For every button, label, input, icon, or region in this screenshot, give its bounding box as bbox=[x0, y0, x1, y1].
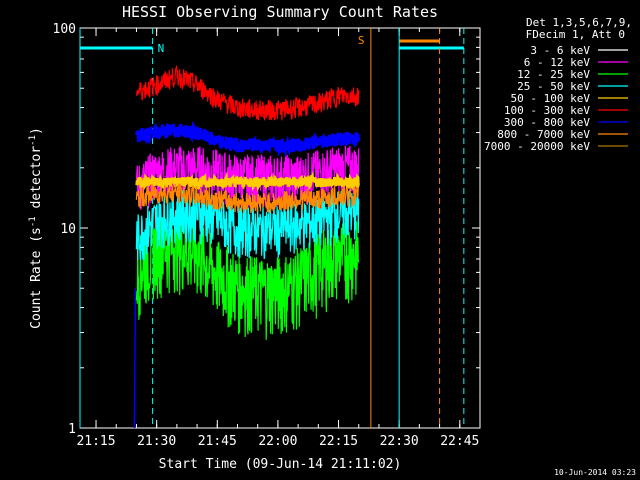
y-tick-labels: 1 10 100 bbox=[53, 22, 76, 437]
series-line-3 bbox=[135, 189, 360, 261]
series-line-6 bbox=[134, 120, 361, 158]
legend-item-label: 7000 - 20000 keV bbox=[484, 140, 590, 153]
rise-line bbox=[133, 288, 137, 429]
series-line-7 bbox=[135, 183, 360, 214]
y-tick-label: 1 bbox=[68, 422, 76, 437]
y-axis-label: Count Rate (s-1 detector-1) bbox=[28, 127, 44, 329]
x-tick-label: 22:45 bbox=[440, 434, 479, 449]
y-axis-label-sup1: -1 bbox=[28, 216, 38, 227]
night-flag-label: N bbox=[158, 42, 165, 55]
legend-item-label: 100 - 300 keV bbox=[504, 104, 590, 117]
legend-item-label: 3 - 6 keV bbox=[530, 44, 590, 57]
legend-item-label: 12 - 25 keV bbox=[517, 68, 590, 81]
x-tick-label: 21:45 bbox=[198, 434, 237, 449]
chart-title: HESSI Observing Summary Count Rates bbox=[122, 3, 438, 21]
x-tick-labels: 21:15 21:30 21:45 22:00 22:15 22:30 22:45 bbox=[76, 434, 479, 449]
plot-area: NS bbox=[79, 27, 481, 429]
y-axis-label-sup2: -1 bbox=[28, 135, 38, 146]
legend-header-decimation: FDecim 1, Att 0 bbox=[526, 28, 625, 41]
y-axis-label-main: Count Rate (s bbox=[29, 227, 44, 329]
y-axis-label-mid: detector bbox=[29, 146, 44, 217]
legend-item-label: 25 - 50 keV bbox=[517, 80, 590, 93]
x-tick-label: 21:30 bbox=[137, 434, 176, 449]
x-tick-label: 22:15 bbox=[319, 434, 358, 449]
legend-item-label: 300 - 800 keV bbox=[504, 116, 590, 129]
y-tick-label: 100 bbox=[53, 22, 76, 37]
series-line-2 bbox=[135, 210, 360, 340]
legend-header-detectors: Det 1,3,5,6,7,9, bbox=[526, 16, 632, 29]
x-tick-label: 21:15 bbox=[76, 434, 115, 449]
legend-item-label: 6 - 12 keV bbox=[524, 56, 591, 69]
x-tick-label: 22:30 bbox=[380, 434, 419, 449]
legend-item-label: 800 - 7000 keV bbox=[497, 128, 590, 141]
saa-flag-label: S bbox=[358, 34, 365, 47]
timestamp: 10-Jun-2014 03:23 bbox=[554, 468, 636, 477]
legend: Det 1,3,5,6,7,9, FDecim 1, Att 0 3 - 6 k… bbox=[484, 16, 632, 153]
series-line-5 bbox=[135, 65, 360, 121]
legend-item-label: 50 - 100 keV bbox=[511, 92, 591, 105]
x-axis-label: Start Time (09-Jun-14 21:11:02) bbox=[159, 457, 402, 472]
series-line-4 bbox=[135, 171, 360, 193]
x-tick-label: 22:00 bbox=[258, 434, 297, 449]
y-axis-label-end: ) bbox=[29, 127, 44, 135]
y-tick-label: 10 bbox=[60, 222, 76, 237]
